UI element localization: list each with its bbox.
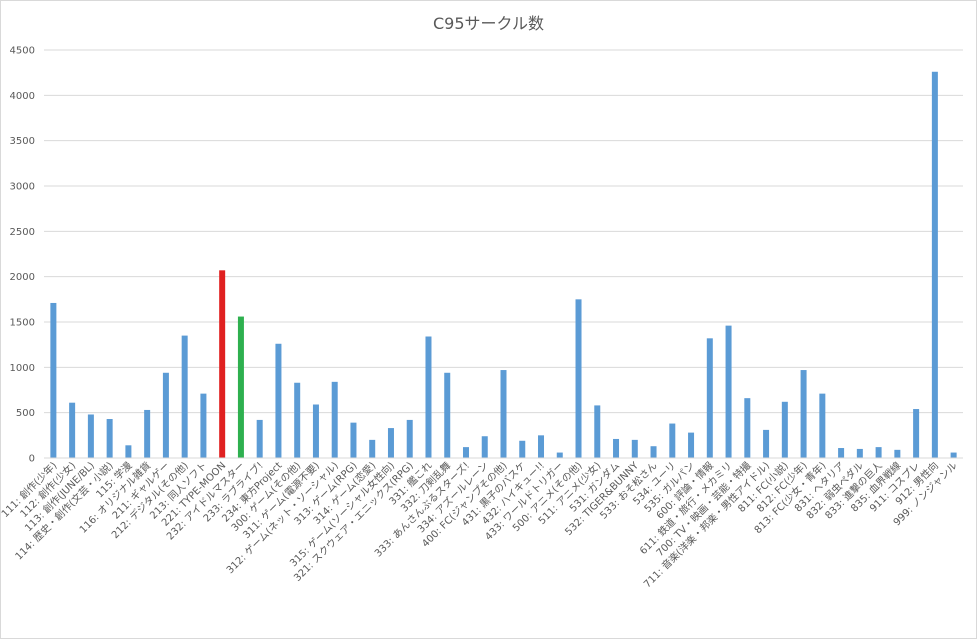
bar [631,439,638,458]
y-tick-label: 500 [16,408,35,419]
bar [125,445,132,458]
bar [106,419,113,458]
bar [275,343,282,458]
bar [312,404,319,458]
bar [387,428,394,458]
bar [331,381,338,458]
bar [144,409,151,458]
bar [50,302,57,458]
bar [481,436,488,458]
bar [294,382,301,458]
bar [706,338,713,458]
bar [69,402,76,458]
y-tick-label: 2000 [10,272,35,283]
bar [800,370,807,458]
bar [444,372,451,458]
y-tick-label: 2500 [10,227,35,238]
bar [819,393,826,458]
bar [500,370,507,458]
y-tick-label: 0 [29,454,35,465]
bar [913,409,920,458]
bar [425,336,432,458]
bar [519,440,526,458]
bar [725,325,732,458]
bar [87,414,94,458]
y-tick-label: 3500 [10,136,35,147]
bar [538,435,545,458]
bar [219,270,226,458]
bar [181,335,188,458]
bar [162,372,169,458]
y-tick-label: 4000 [10,91,35,102]
bar [575,299,582,458]
bar [200,393,207,458]
bar [838,448,845,458]
bar [669,423,676,458]
bar [256,419,263,458]
bar [462,447,469,458]
bar [763,429,770,458]
bar [875,447,882,458]
bar [744,398,751,458]
bar [369,439,376,458]
y-tick-label: 1000 [10,363,35,374]
bar [406,419,413,458]
bar [556,452,563,458]
y-tick-label: 1500 [10,318,35,329]
y-tick-label: 4500 [10,46,35,57]
chart-title: C95サークル数 [432,14,545,33]
bar [931,71,938,458]
bar [856,448,863,458]
bar [613,438,620,458]
bar [650,446,657,458]
bar [350,422,357,458]
bar [688,432,695,458]
bar [894,449,901,458]
bar [781,401,788,458]
bar [594,405,601,458]
bar [237,316,244,458]
bar [950,452,957,458]
y-tick-label: 3000 [10,182,35,193]
